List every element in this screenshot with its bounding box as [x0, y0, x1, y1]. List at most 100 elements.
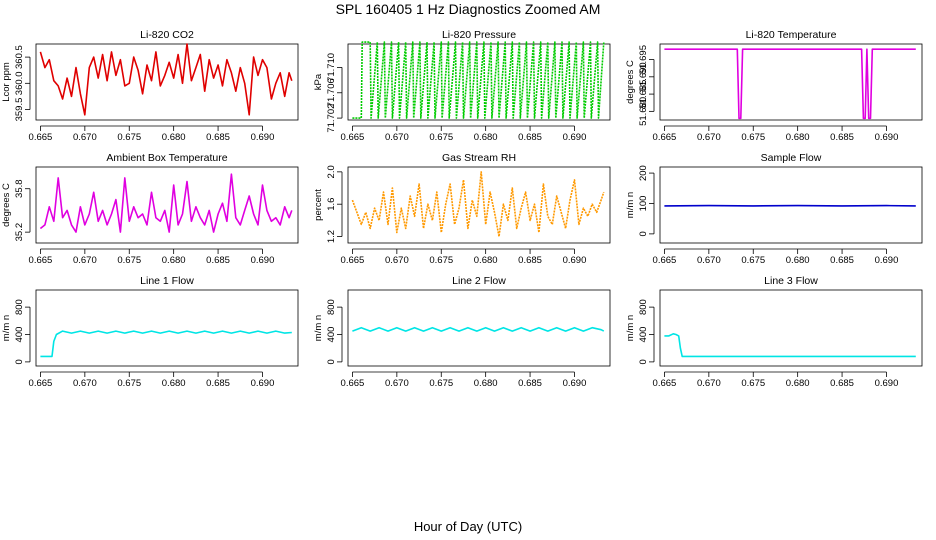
x-tick-label: 0.690 — [251, 132, 275, 143]
y-tick-label: 200 — [638, 165, 649, 181]
x-tick-label: 0.670 — [385, 255, 409, 266]
x-tick-label: 0.690 — [875, 255, 899, 266]
y-tick-label: 800 — [638, 299, 649, 315]
x-tick-label: 0.690 — [563, 255, 587, 266]
panel-5: Gas Stream RH 0.665 0.670 0.675 0.680 0.685 0.… — [313, 152, 611, 266]
y-axis-label: kPa — [313, 73, 324, 90]
x-tick-label: 0.670 — [73, 378, 97, 389]
y-tick-label: 0 — [638, 231, 649, 236]
x-tick-label: 0.670 — [697, 378, 721, 389]
y-tick-label: 0 — [14, 359, 25, 364]
y-tick-label: 800 — [326, 299, 337, 315]
x-tick-label: 0.680 — [474, 378, 498, 389]
x-tick-label: 0.685 — [830, 132, 854, 143]
x-tick-label: 0.670 — [697, 132, 721, 143]
series-line — [352, 41, 605, 119]
y-tick-label: 1.6 — [326, 198, 337, 211]
y-tick-label: 360.5 — [14, 45, 25, 69]
y-axis-label: percent — [313, 189, 324, 221]
x-tick-label: 0.685 — [830, 378, 854, 389]
y-tick-label: 359.5 — [14, 98, 25, 122]
x-tick-label: 0.690 — [563, 378, 587, 389]
x-tick-label: 0.665 — [653, 132, 677, 143]
x-tick-label: 0.665 — [29, 378, 53, 389]
plot-frame — [35, 289, 299, 367]
plot-frame — [35, 43, 299, 121]
y-tick-label: 71.710 — [326, 53, 337, 82]
y-tick-label: 360.0 — [14, 71, 25, 95]
panel-title: Line 3 Flow — [764, 275, 818, 287]
y-tick-label: 51.680 — [638, 97, 649, 126]
x-tick-label: 0.665 — [29, 255, 53, 266]
panel-title: Li-820 Temperature — [746, 29, 837, 41]
x-tick-label: 0.685 — [830, 255, 854, 266]
x-tick-label: 0.665 — [341, 255, 365, 266]
panel-4: Ambient Box Temperature 0.665 0.670 0.675 0.… — [1, 152, 299, 266]
panel-8: Line 2 Flow 0.665 0.670 0.675 0.680 0.685 0.69… — [313, 275, 611, 389]
x-tick-label: 0.670 — [697, 255, 721, 266]
series-line — [664, 48, 916, 120]
x-tick-label: 0.685 — [206, 255, 230, 266]
chart-panels: Li-820 CO2 0.665 0.670 0.675 0.680 0.685 0.690… — [1, 29, 923, 389]
panel-title: Line 2 Flow — [452, 275, 506, 287]
y-axis-label: m/m n — [625, 315, 636, 341]
x-tick-label: 0.675 — [117, 132, 141, 143]
x-tick-label: 0.665 — [341, 378, 365, 389]
series-line — [39, 173, 293, 233]
x-tick-label: 0.690 — [563, 132, 587, 143]
y-tick-label: 2.0 — [326, 165, 337, 178]
x-tick-label: 0.680 — [786, 132, 810, 143]
x-tick-label: 0.685 — [206, 378, 230, 389]
x-tick-label: 0.690 — [251, 378, 275, 389]
x-tick-label: 0.675 — [741, 378, 765, 389]
x-tick-label: 0.685 — [518, 378, 542, 389]
x-tick-label: 0.685 — [518, 132, 542, 143]
y-axis-label: degrees C — [1, 183, 12, 227]
x-tick-label: 0.680 — [786, 255, 810, 266]
series-line — [664, 332, 916, 358]
panel-title: Li-820 CO2 — [140, 29, 194, 41]
y-tick-label: 51.685 — [638, 80, 649, 109]
y-axis-label: degrees C — [625, 60, 636, 104]
plot-frame — [347, 43, 611, 121]
y-axis-label: m/m n — [625, 192, 636, 218]
plot-frame — [347, 166, 611, 244]
series-line — [40, 330, 292, 358]
x-tick-label: 0.670 — [73, 132, 97, 143]
y-tick-label: 0 — [638, 359, 649, 364]
x-tick-label: 0.680 — [474, 255, 498, 266]
x-tick-label: 0.680 — [474, 132, 498, 143]
panel-title: Line 1 Flow — [140, 275, 194, 287]
x-tick-label: 0.685 — [206, 132, 230, 143]
panel-9: Line 3 Flow 0.665 0.670 0.675 0.680 0.685 0.69… — [625, 275, 923, 389]
series-line — [351, 171, 605, 238]
panel-3: Li-820 Temperature 0.665 0.670 0.675 0.680 0.… — [625, 29, 923, 143]
x-tick-label: 0.675 — [741, 255, 765, 266]
y-axis-label: Lcor ppm — [1, 62, 12, 102]
y-tick-label: 400 — [14, 327, 25, 343]
x-tick-label: 0.690 — [251, 255, 275, 266]
panel-title: Sample Flow — [761, 152, 822, 164]
x-tick-label: 0.675 — [117, 255, 141, 266]
series-line — [39, 43, 293, 116]
x-tick-label: 0.690 — [875, 132, 899, 143]
y-tick-label: 400 — [638, 327, 649, 343]
x-tick-label: 0.670 — [73, 255, 97, 266]
x-tick-label: 0.680 — [786, 378, 810, 389]
y-tick-label: 35.8 — [14, 179, 25, 198]
panel-1: Li-820 CO2 0.665 0.670 0.675 0.680 0.685 0.690… — [1, 29, 299, 143]
x-tick-label: 0.690 — [875, 378, 899, 389]
y-tick-label: 800 — [14, 299, 25, 315]
figure-title: SPL 160405 1 Hz Diagnostics Zoomed AM — [336, 1, 601, 17]
y-tick-label: 51.695 — [638, 45, 649, 74]
x-tick-label: 0.670 — [385, 132, 409, 143]
panel-7: Line 1 Flow 0.665 0.670 0.675 0.680 0.685 0.69… — [1, 275, 299, 389]
x-tick-label: 0.685 — [518, 255, 542, 266]
y-axis-label: m/m n — [1, 315, 12, 341]
x-tick-label: 0.665 — [341, 132, 365, 143]
panel-6: Sample Flow 0.665 0.670 0.675 0.680 0.685 0.69… — [625, 152, 923, 266]
x-tick-label: 0.675 — [429, 378, 453, 389]
plot-frame — [659, 166, 923, 244]
series-line — [352, 326, 605, 332]
